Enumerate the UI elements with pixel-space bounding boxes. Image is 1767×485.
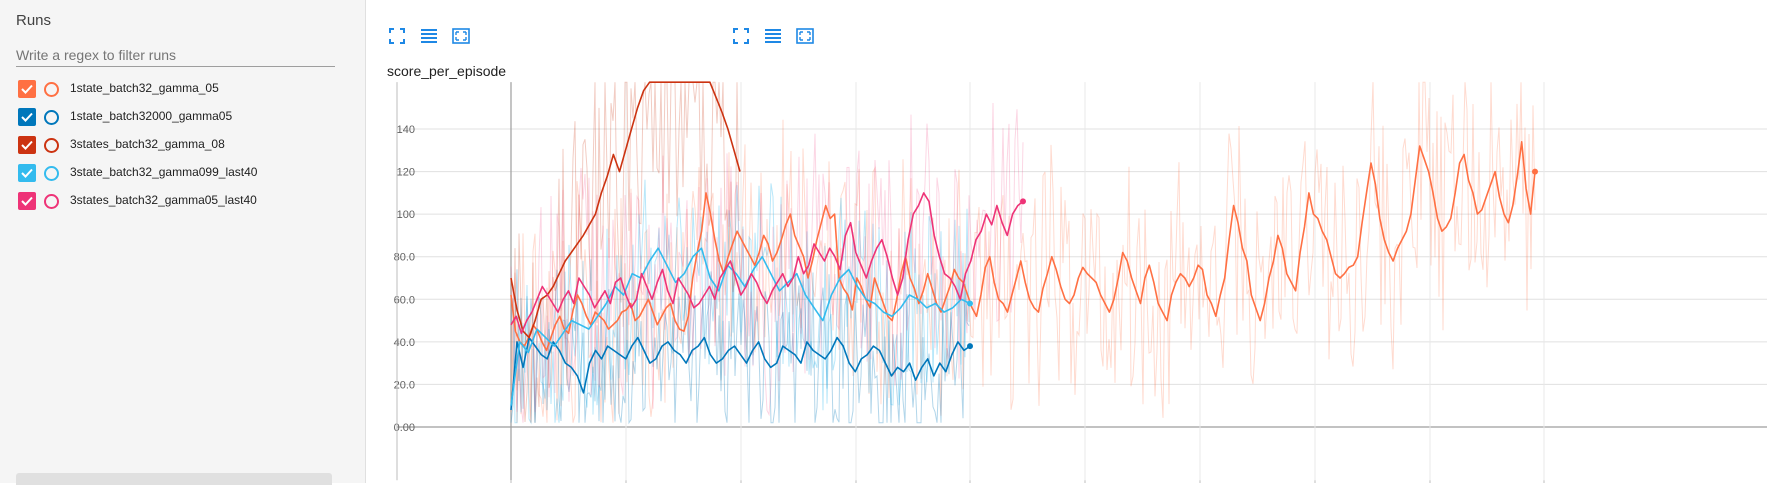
run-label: 3states_batch32_gamma_08	[70, 137, 225, 151]
raw-series-line	[510, 262, 970, 425]
series-end-marker[interactable]	[1020, 198, 1026, 205]
run-row[interactable]: 3states_batch32_gamma05_last40	[18, 190, 348, 212]
list-icon[interactable]	[419, 26, 439, 46]
run-row[interactable]: 3states_batch32_gamma_08	[18, 134, 348, 156]
smoothed-series-layer[interactable]	[510, 81, 1538, 411]
raw-series-line	[510, 102, 1024, 423]
run-color-circle-icon[interactable]	[44, 110, 59, 125]
run-checkbox[interactable]	[18, 192, 36, 210]
fit-domain-icon[interactable]	[795, 26, 815, 46]
run-color-circle-icon[interactable]	[44, 194, 59, 209]
run-color-circle-icon[interactable]	[44, 138, 59, 153]
y-tick-label: 120	[397, 167, 415, 179]
series-line[interactable]	[510, 141, 1536, 352]
fit-domain-icon[interactable]	[451, 26, 471, 46]
y-tick-label: 100	[397, 209, 415, 221]
run-checkbox[interactable]	[18, 164, 36, 182]
raw-series-layer	[510, 81, 1536, 425]
runs-title: Runs	[16, 12, 52, 29]
fullscreen-icon[interactable]	[387, 26, 407, 46]
sidebar-footer-panel	[16, 473, 332, 485]
raw-series-line	[510, 81, 1536, 423]
run-row[interactable]: 1state_batch32000_gamma05	[18, 106, 348, 128]
fullscreen-icon[interactable]	[731, 26, 751, 46]
run-checkbox[interactable]	[18, 80, 36, 98]
raw-series-line	[510, 179, 970, 425]
list-icon[interactable]	[763, 26, 783, 46]
series-line[interactable]	[510, 192, 1024, 335]
run-color-circle-icon[interactable]	[44, 166, 59, 181]
runs-sidebar: Runs 1state_batch32_gamma_05 1state_batch…	[0, 0, 366, 485]
run-row[interactable]: 3state_batch32_gamma099_last40	[18, 162, 348, 184]
run-label: 3state_batch32_gamma099_last40	[70, 165, 258, 179]
series-line[interactable]	[510, 247, 971, 406]
y-tick-label: 140	[397, 124, 415, 136]
series-end-marker[interactable]	[967, 343, 973, 350]
series-end-marker[interactable]	[967, 300, 973, 307]
y-tick-label: 40.0	[394, 337, 415, 349]
run-label: 1state_batch32000_gamma05	[70, 109, 233, 123]
run-filter-input[interactable]	[16, 44, 335, 67]
series-end-marker[interactable]	[1532, 168, 1538, 175]
score-per-episode-chart[interactable]: 0.00 20.0 40.0 60.0 80.0 100 120 140	[366, 0, 1767, 483]
run-row[interactable]: 1state_batch32_gamma_05	[18, 78, 348, 100]
run-color-circle-icon[interactable]	[44, 82, 59, 97]
run-checkbox[interactable]	[18, 108, 36, 126]
raw-series-line	[510, 81, 740, 423]
chart-grid	[397, 82, 1767, 481]
chart-axes: 0.00 20.0 40.0 60.0 80.0 100 120 140	[394, 82, 1545, 483]
run-checkbox[interactable]	[18, 136, 36, 154]
series-line[interactable]	[510, 81, 741, 339]
y-tick-label: 60.0	[394, 294, 415, 306]
y-tick-label: 80.0	[394, 252, 415, 264]
run-label: 3states_batch32_gamma05_last40	[70, 193, 257, 207]
y-tick-label: 20.0	[394, 379, 415, 391]
run-label: 1state_batch32_gamma_05	[70, 81, 219, 95]
series-line[interactable]	[510, 336, 971, 411]
y-tick-label: 0.00	[394, 422, 415, 434]
chart-title: score_per_episode	[387, 63, 507, 79]
